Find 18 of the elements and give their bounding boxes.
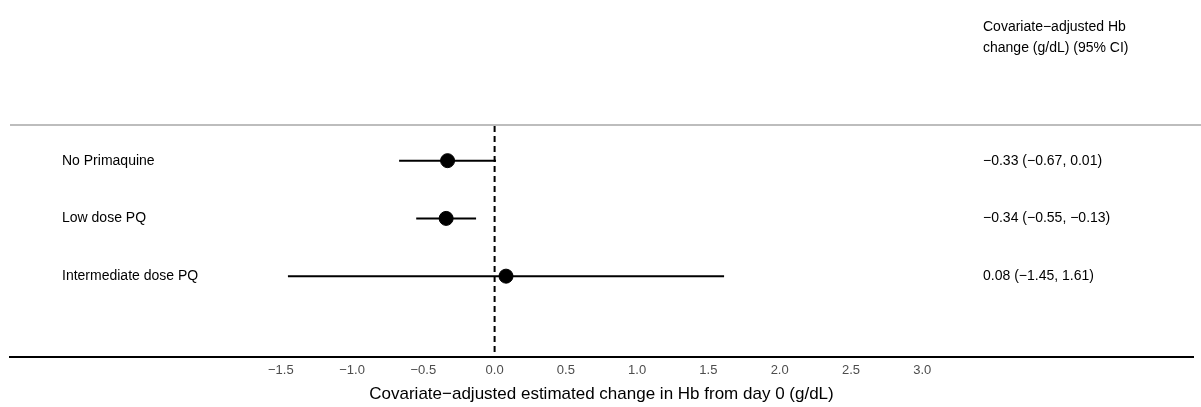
- annotation: −0.33 (−0.67, 0.01): [983, 151, 1103, 168]
- x-axis-title: Covariate−adjusted estimated change in Hb from day 0 (g/dL): [369, 384, 834, 404]
- x-tick-label: 3.0: [913, 362, 932, 378]
- x-tick-label: 1.0: [628, 362, 647, 378]
- x-tick-label: 2.5: [841, 362, 860, 378]
- text: Covariate−adjusted Hb change (g/dL) (95% CI): [983, 17, 1130, 57]
- annotation: −0.34 (−0.55, −0.13): [983, 209, 1111, 226]
- x-tick-label: −1.0: [339, 362, 365, 378]
- x-tick-label: 1.5: [699, 362, 718, 378]
- x-tick-label: 0.5: [556, 362, 575, 378]
- y-tick-label: Intermediate dose PQ: [62, 267, 199, 284]
- x-tick-label: 0.0: [485, 362, 504, 378]
- y-tick-label: No Primaquine: [62, 151, 155, 168]
- annotation: 0.08 (−1.45, 1.61): [983, 267, 1094, 284]
- x-tick-label: −0.5: [410, 362, 437, 378]
- x-tick-label: −1.5: [267, 362, 294, 378]
- y-tick-label: Low dose PQ: [62, 209, 147, 226]
- x-tick-label: 2.0: [770, 362, 789, 378]
